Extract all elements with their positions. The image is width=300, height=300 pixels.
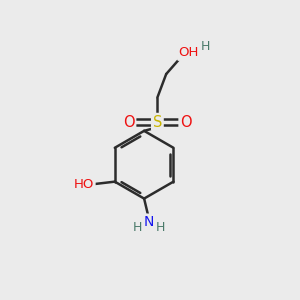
Text: H: H: [156, 220, 165, 234]
Text: N: N: [143, 215, 154, 229]
Text: S: S: [153, 115, 162, 130]
Text: OH: OH: [179, 46, 199, 59]
Text: H: H: [201, 40, 210, 53]
Text: H: H: [133, 220, 142, 234]
Text: O: O: [123, 115, 135, 130]
Text: HO: HO: [74, 178, 94, 191]
Text: O: O: [180, 115, 192, 130]
